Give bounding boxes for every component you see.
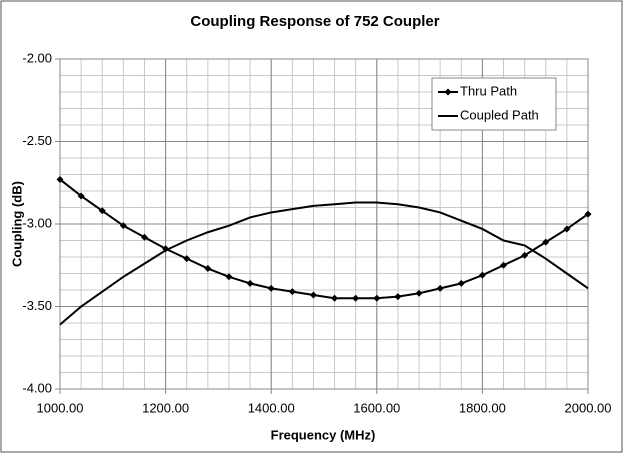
chart-title: Coupling Response of 752 Coupler <box>190 13 439 30</box>
point-marker <box>183 255 191 263</box>
series-line <box>59 201 589 326</box>
x-tick-label: 1400.00 <box>248 400 295 415</box>
point-marker <box>140 233 148 241</box>
point-marker <box>542 238 550 246</box>
legend-label: Coupled Path <box>460 107 539 122</box>
point-marker <box>457 279 465 287</box>
x-tick-label: 1600.00 <box>353 400 400 415</box>
x-tick-label: 1000.00 <box>37 400 84 415</box>
x-tick-label: 1800.00 <box>459 400 506 415</box>
point-marker <box>77 192 85 200</box>
point-marker <box>98 207 106 215</box>
y-tick-label: -3.50 <box>22 298 52 313</box>
point-marker <box>331 294 339 302</box>
series-line <box>59 178 589 300</box>
legend-marker <box>444 88 452 96</box>
x-tick-label: 2000.00 <box>565 400 612 415</box>
point-marker <box>246 279 254 287</box>
point-marker <box>204 265 212 273</box>
point-marker <box>225 273 233 281</box>
x-tick-label: 1200.00 <box>142 400 189 415</box>
point-marker <box>521 251 529 259</box>
point-marker <box>584 210 592 218</box>
legend-box <box>431 77 557 131</box>
point-marker <box>352 294 360 302</box>
y-tick-label: -2.50 <box>22 133 52 148</box>
y-axis-label: Coupling (dB) <box>9 181 24 267</box>
y-tick-label: -2.00 <box>22 50 52 65</box>
point-marker <box>394 293 402 301</box>
y-tick-label: -4.00 <box>22 380 52 395</box>
plot-frame <box>59 58 589 390</box>
legend-label: Thru Path <box>460 83 517 98</box>
point-marker <box>288 288 296 296</box>
y-tick-label: -3.00 <box>22 215 52 230</box>
point-marker <box>309 291 317 299</box>
point-marker <box>119 222 127 230</box>
point-marker <box>436 284 444 292</box>
point-marker <box>563 225 571 233</box>
point-marker <box>267 284 275 292</box>
x-axis-label: Frequency (MHz) <box>271 427 376 442</box>
point-marker <box>373 294 381 302</box>
point-marker <box>56 175 64 183</box>
point-marker <box>415 289 423 297</box>
point-marker <box>478 271 486 279</box>
point-marker <box>500 261 508 269</box>
